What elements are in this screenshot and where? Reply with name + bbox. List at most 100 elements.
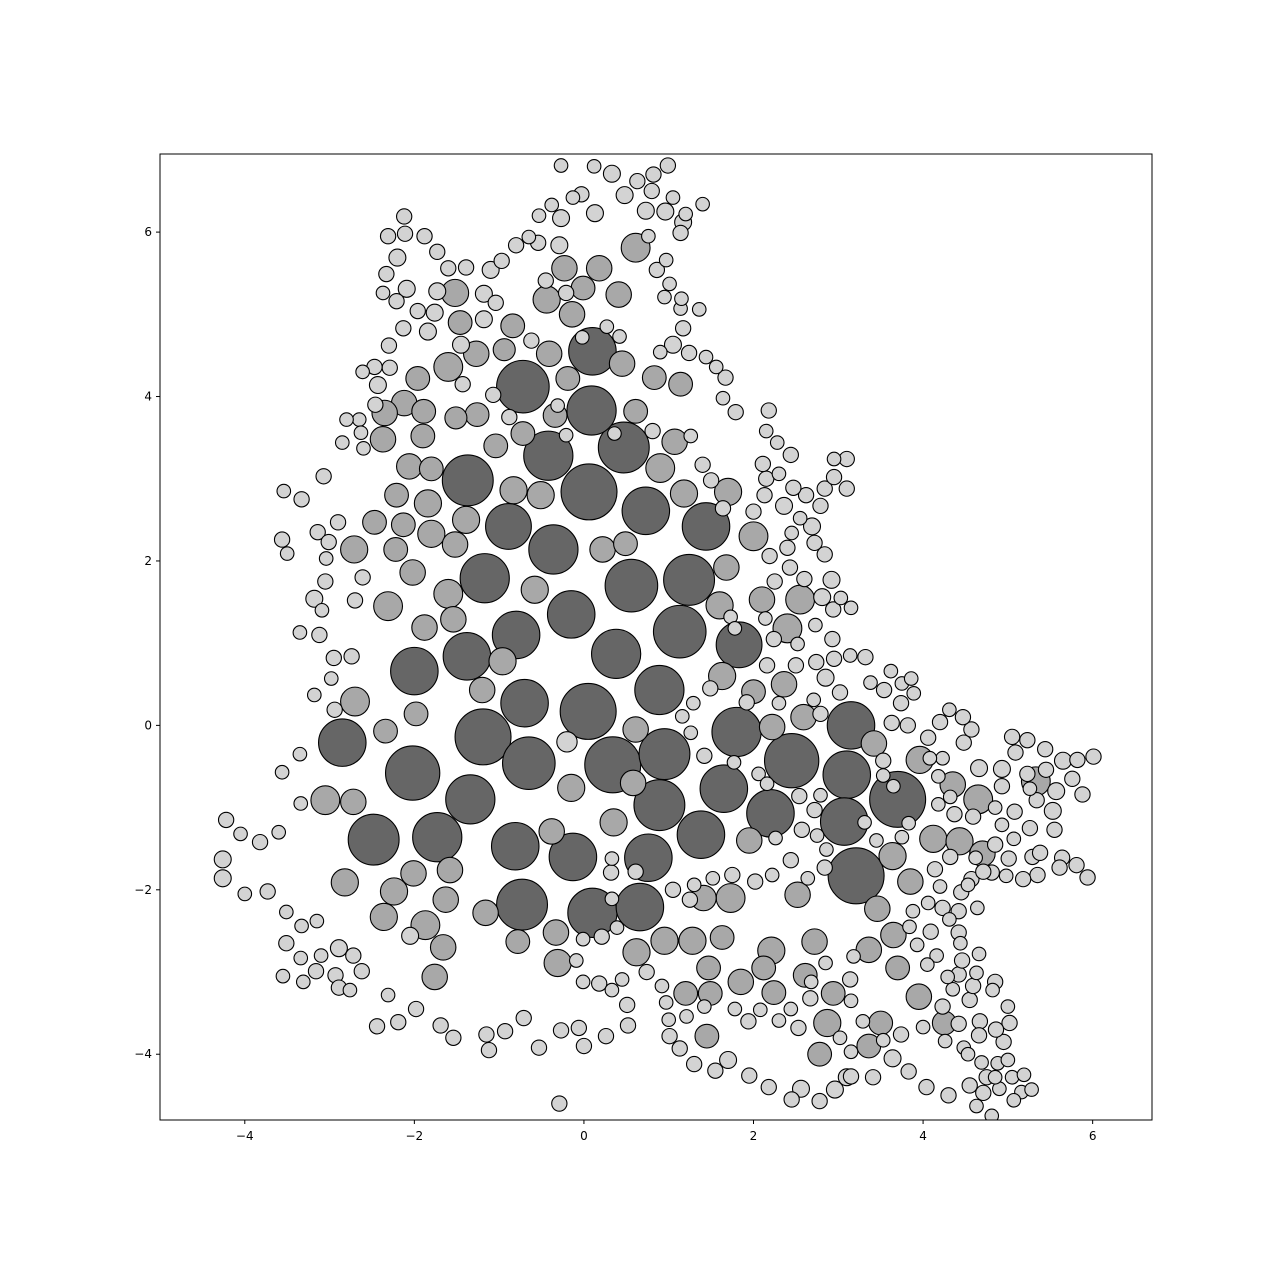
circle-medium	[790, 703, 817, 731]
circle-small	[761, 547, 778, 565]
circle-small	[758, 423, 774, 439]
circle-small	[604, 891, 620, 907]
circle-medium	[362, 509, 387, 535]
circle-small	[279, 546, 295, 561]
circle-small	[574, 329, 590, 345]
circle-medium	[748, 586, 776, 613]
circle-small	[903, 671, 919, 686]
circle-small	[816, 668, 835, 687]
circle-medium	[694, 1023, 720, 1049]
circle-small	[985, 982, 1000, 998]
circle-medium	[492, 338, 516, 362]
circle-small	[969, 965, 984, 981]
circle-small	[521, 229, 537, 245]
circle-small	[1064, 770, 1081, 788]
circle-small	[782, 852, 799, 869]
circle-medium	[451, 505, 481, 534]
circle-small	[931, 769, 946, 784]
circle-medium	[373, 718, 398, 744]
circle-small	[792, 510, 808, 526]
circle-small	[932, 879, 948, 894]
circle-small	[679, 1009, 694, 1024]
circle-small	[826, 451, 842, 467]
circle-small	[478, 1026, 495, 1043]
circle-small	[797, 486, 815, 504]
circle-small	[345, 947, 362, 964]
circle-small	[293, 796, 309, 811]
circle-small	[741, 1067, 758, 1084]
circle-medium	[400, 860, 427, 887]
circle-small	[696, 999, 712, 1014]
circle-small	[986, 836, 1004, 853]
circle-small	[843, 600, 859, 616]
circle-small	[659, 157, 677, 174]
circle-small	[388, 292, 405, 310]
circle-medium	[464, 402, 490, 428]
circle-small	[833, 590, 849, 606]
circle-small	[593, 928, 610, 945]
circle-medium	[413, 489, 443, 518]
circle-large	[459, 553, 510, 604]
circle-small	[379, 228, 397, 245]
circle-medium	[661, 428, 688, 456]
circle-small	[575, 974, 591, 990]
circle-medium	[868, 1010, 894, 1036]
circle-small	[906, 685, 922, 701]
circle-medium	[713, 554, 740, 581]
x-tick-label: 6	[1089, 1129, 1097, 1143]
circle-medium	[555, 366, 581, 391]
circle-medium	[589, 536, 616, 563]
circle-small	[293, 950, 309, 966]
circle-small	[960, 877, 976, 893]
circle-small	[707, 1062, 724, 1079]
circle-small	[515, 1009, 532, 1027]
circle-small	[899, 717, 917, 734]
circle-small	[802, 990, 819, 1007]
circle-small	[863, 675, 878, 690]
circle-small	[960, 1046, 976, 1062]
circle-small	[346, 592, 364, 609]
circle-medium	[526, 481, 555, 510]
circle-medium	[761, 980, 787, 1005]
circle-small	[842, 648, 858, 663]
circle-small	[900, 1063, 917, 1080]
circle-small	[931, 713, 949, 731]
circle-small	[934, 899, 951, 917]
circle-medium	[570, 275, 596, 301]
circle-small	[315, 468, 332, 485]
circle-small	[493, 252, 510, 270]
circle-small	[1028, 792, 1045, 809]
circle-medium	[330, 868, 359, 897]
circle-small	[964, 808, 982, 825]
circle-medium	[650, 926, 679, 955]
circle-small	[1024, 1082, 1039, 1097]
circle-small	[816, 480, 833, 497]
circles-layer	[213, 157, 1102, 1120]
circle-small	[329, 514, 347, 531]
x-axis: −4 −2 0 2 4 6	[236, 1120, 1097, 1143]
circle-small	[326, 701, 343, 718]
circle-small	[832, 1030, 848, 1046]
y-tick-label: 0	[144, 718, 152, 732]
circle-small	[919, 957, 935, 972]
circle-large	[384, 745, 441, 801]
circle-small	[602, 864, 620, 881]
circle-medium	[668, 371, 694, 397]
y-tick-label: 6	[144, 225, 152, 239]
circle-small	[1053, 751, 1072, 770]
circle-small	[550, 236, 569, 255]
circle-medium	[429, 934, 457, 961]
circle-small	[764, 867, 780, 883]
circle-small	[641, 228, 656, 244]
circle-small	[1068, 856, 1085, 874]
circle-small	[915, 1019, 931, 1035]
circle-small	[276, 483, 292, 499]
circle-small	[950, 1015, 967, 1032]
circle-small	[768, 830, 783, 846]
circle-small	[609, 920, 625, 935]
circle-small	[808, 617, 823, 633]
circle-small	[819, 842, 834, 857]
circle-small	[1019, 731, 1036, 749]
circle-medium	[433, 351, 464, 382]
